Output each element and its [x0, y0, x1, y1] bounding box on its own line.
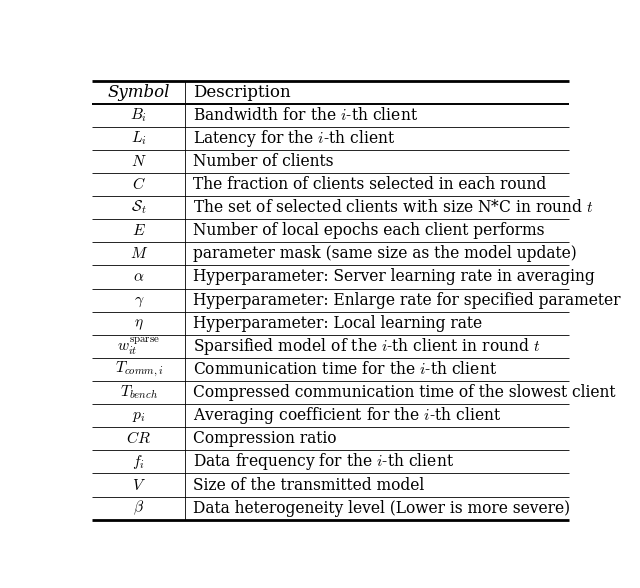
Text: $\alpha$: $\alpha$: [133, 269, 145, 286]
Text: $E$: $E$: [132, 222, 146, 239]
Text: Hyperparameter: Server learning rate in averaging: Hyperparameter: Server learning rate in …: [193, 269, 595, 286]
Text: Hyperparameter: Local learning rate: Hyperparameter: Local learning rate: [193, 315, 482, 332]
Text: $CR$: $CR$: [127, 430, 151, 447]
Text: The fraction of clients selected in each round: The fraction of clients selected in each…: [193, 176, 546, 193]
Text: The set of selected clients with size N*C in round $t$: The set of selected clients with size N*…: [193, 199, 594, 216]
Text: Latency for the $i$-th client: Latency for the $i$-th client: [193, 128, 395, 149]
Text: Size of the transmitted model: Size of the transmitted model: [193, 476, 424, 493]
Text: Sparsified model of the $i$-th client in round $t$: Sparsified model of the $i$-th client in…: [193, 336, 540, 357]
Text: Data heterogeneity level (Lower is more severe): Data heterogeneity level (Lower is more …: [193, 500, 570, 517]
Text: $w_{it}^{\mathrm{sparse}}$: $w_{it}^{\mathrm{sparse}}$: [117, 336, 160, 357]
Text: $\gamma$: $\gamma$: [134, 292, 144, 309]
Text: Compressed communication time of the slowest client: Compressed communication time of the slo…: [193, 384, 615, 401]
Text: $B_i$: $B_i$: [131, 106, 147, 124]
Text: $V$: $V$: [132, 476, 146, 493]
Text: $C$: $C$: [132, 176, 146, 193]
Text: Hyperparameter: Enlarge rate for specified parameter: Hyperparameter: Enlarge rate for specifi…: [193, 292, 620, 309]
Text: $\beta$: $\beta$: [133, 499, 145, 517]
Text: Compression ratio: Compression ratio: [193, 430, 336, 447]
Text: Communication time for the $i$-th client: Communication time for the $i$-th client: [193, 361, 497, 378]
Text: $f_i$: $f_i$: [132, 453, 145, 471]
Text: Bandwidth for the $i$-th client: Bandwidth for the $i$-th client: [193, 106, 418, 123]
Text: $T_{comm,i}$: $T_{comm,i}$: [115, 360, 163, 379]
Text: Symbol: Symbol: [108, 83, 170, 101]
Text: $p_i$: $p_i$: [132, 407, 145, 424]
Text: $T_{bench}$: $T_{bench}$: [120, 384, 158, 402]
Text: $\mathcal{S}_t$: $\mathcal{S}_t$: [131, 199, 147, 216]
Text: $M$: $M$: [130, 245, 148, 262]
Text: Description: Description: [193, 83, 291, 101]
Text: $N$: $N$: [131, 153, 147, 170]
Text: Averaging coefficient for the $i$-th client: Averaging coefficient for the $i$-th cli…: [193, 405, 501, 426]
Text: Number of clients: Number of clients: [193, 153, 333, 170]
Text: $\eta$: $\eta$: [134, 315, 143, 332]
Text: $L_i$: $L_i$: [131, 129, 147, 147]
Text: Data frequency for the $i$-th client: Data frequency for the $i$-th client: [193, 452, 454, 472]
Text: parameter mask (same size as the model update): parameter mask (same size as the model u…: [193, 245, 577, 262]
Text: Number of local epochs each client performs: Number of local epochs each client perfo…: [193, 222, 544, 239]
